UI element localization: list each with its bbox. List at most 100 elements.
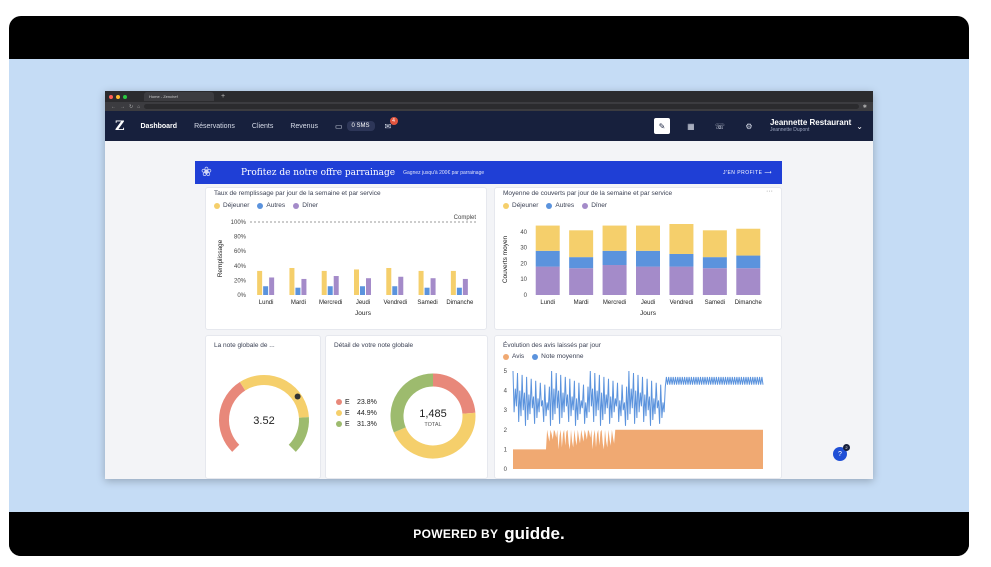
legend-item-dejeuner[interactable]: Déjeuner — [214, 202, 249, 209]
more-options-icon[interactable]: ··· — [766, 188, 773, 195]
covers-chart: 0 10 20 30 40 Lundi Mardi Mercredi Jeudi Vendredi… — [502, 224, 762, 317]
stacked-bar-segment — [535, 250, 560, 267]
stacked-bar-segment — [535, 225, 560, 251]
restaurant-name: Jeannette Restaurant — [769, 117, 852, 127]
legend-percent: 31.3% — [357, 421, 377, 428]
y-tick-label: 4 — [504, 389, 508, 395]
forward-icon[interactable]: → — [120, 103, 125, 110]
chart-legend: Déjeuner Autres Dîner — [503, 202, 607, 209]
stacked-bar-segment — [569, 268, 594, 295]
new-tab-icon[interactable]: + — [221, 93, 226, 100]
bar — [418, 270, 424, 295]
referral-banner[interactable]: ❀ Profitez de notre offre parrainage Gag… — [195, 161, 782, 184]
y-tick-label: 0% — [237, 293, 246, 299]
nav-item-reservations[interactable]: Réservations — [194, 122, 235, 130]
y-tick-label: 20% — [234, 278, 247, 284]
y-tick-label: 1 — [504, 447, 508, 453]
close-window-icon[interactable] — [109, 94, 113, 99]
chart-title: La note globale de ... — [214, 342, 275, 349]
stage-background: Home - Zenchef + ← → ↻ ⌂ ✱ Z Dashboard R… — [9, 59, 969, 512]
y-tick-label: 30 — [520, 246, 527, 252]
chevron-down-icon[interactable]: ⌄ — [856, 121, 863, 131]
note-moyenne-line — [512, 370, 764, 426]
nav-item-dashboard[interactable]: Dashboard — [140, 122, 178, 130]
rating-gauge: 3.52 — [219, 375, 309, 452]
card-global-rating: La note globale de ... 3.52 — [205, 335, 321, 479]
gauge-segment — [288, 417, 309, 452]
legend-swatch — [336, 399, 342, 405]
bar — [366, 278, 371, 295]
home-icon[interactable]: ⌂ — [137, 103, 141, 110]
banner-subtitle: Gagnez jusqu'à 200€ par parrainage — [403, 169, 485, 176]
legend-item-autres[interactable]: Autres — [257, 202, 285, 209]
bar — [450, 270, 456, 295]
stacked-bar-segment — [602, 225, 627, 251]
chat-icon[interactable]: ▭ — [334, 121, 343, 131]
stacked-bar-segment — [569, 230, 594, 258]
help-badge: 2 — [843, 444, 850, 451]
banner-title: Profitez de notre offre parrainage — [241, 167, 396, 178]
stacked-bar-segment — [702, 230, 727, 258]
browser-tabbar: Home - Zenchef + — [105, 91, 873, 102]
legend-item-diner[interactable]: Dîner — [582, 202, 607, 209]
phone-icon[interactable]: ☏ — [714, 121, 725, 131]
y-tick-label: 3 — [504, 408, 508, 414]
card-rating-detail: Détail de votre note globale E 23.8% E 44.9… — [325, 335, 488, 479]
user-name: Jeannette Dupont — [769, 126, 810, 133]
chart-title: Évolution des avis laissés par jour — [503, 342, 601, 349]
x-tick-label: Mercredi — [319, 300, 342, 306]
back-icon[interactable]: ← — [111, 103, 116, 110]
donut-slice — [432, 373, 476, 415]
bar — [462, 278, 468, 295]
nav-item-revenus[interactable]: Revenus — [290, 122, 318, 130]
settings-gear-icon[interactable]: ⚙ — [745, 121, 753, 131]
bar — [424, 287, 430, 295]
bar — [398, 276, 404, 295]
legend-item-avis[interactable]: Avis — [503, 353, 524, 360]
stacked-bar-segment — [736, 268, 761, 295]
extensions-icon[interactable]: ✱ — [862, 103, 867, 110]
legend-label: E — [345, 399, 350, 406]
legend-item-autres[interactable]: Autres — [546, 202, 574, 209]
reviews-chart: 0 1 2 3 4 5 — [504, 369, 764, 473]
x-tick-label: Mardi — [291, 300, 306, 306]
edit-icon[interactable]: ✎ — [653, 118, 670, 134]
stacked-bar-segment — [569, 257, 594, 269]
stacked-bar-segment — [602, 250, 627, 266]
bar — [354, 269, 359, 295]
y-axis-label: Remplissage — [217, 239, 224, 277]
x-tick-label: Lundi — [540, 300, 555, 306]
card-covers: Moyenne de couverts par jour de la semai… — [494, 187, 782, 330]
minimize-window-icon[interactable] — [116, 94, 120, 99]
bar — [289, 267, 295, 295]
bar — [269, 277, 275, 295]
banner-cta-link[interactable]: J'EN PROFITE ⟶ — [722, 169, 772, 176]
nav-item-clients[interactable]: Clients — [251, 122, 274, 130]
address-input[interactable] — [144, 104, 859, 109]
legend-item-dejeuner[interactable]: Déjeuner — [503, 202, 538, 209]
stacked-bar-segment — [535, 266, 560, 295]
y-axis-label: Couverts moyen — [502, 235, 509, 283]
calendar-icon[interactable]: ▦ — [687, 121, 695, 131]
gauge-marker — [294, 393, 301, 400]
legend-item-diner[interactable]: Dîner — [293, 202, 318, 209]
guidde-logo: guidde. — [504, 524, 565, 543]
x-axis-label: Jours — [640, 310, 657, 317]
maximize-window-icon[interactable] — [123, 94, 127, 99]
donut-total-label: TOTAL — [424, 422, 441, 428]
y-tick-label: 60% — [234, 249, 247, 255]
chart-legend: Déjeuner Autres Dîner — [214, 202, 318, 209]
help-button[interactable]: ? 2 — [833, 444, 850, 461]
legend-item-note-moyenne[interactable]: Note moyenne — [532, 353, 583, 360]
zenchef-logo[interactable]: Z — [115, 118, 125, 134]
sms-counter-button[interactable]: 0 SMS — [346, 121, 375, 131]
donut-slice — [393, 412, 476, 459]
browser-tab[interactable]: Home - Zenchef — [144, 92, 214, 101]
card-reviews-evolution: Évolution des avis laissés par jour Avis… — [494, 335, 782, 479]
x-tick-label: Vendredi — [670, 300, 694, 306]
x-tick-label: Samedi — [417, 300, 437, 306]
notifications-icon[interactable]: ✉ 4 — [385, 116, 398, 131]
user-menu[interactable]: Jeannette Restaurant Jeannette Dupont — [769, 117, 852, 133]
powered-by-label: POWERED BY — [413, 527, 499, 541]
reload-icon[interactable]: ↻ — [129, 103, 134, 110]
